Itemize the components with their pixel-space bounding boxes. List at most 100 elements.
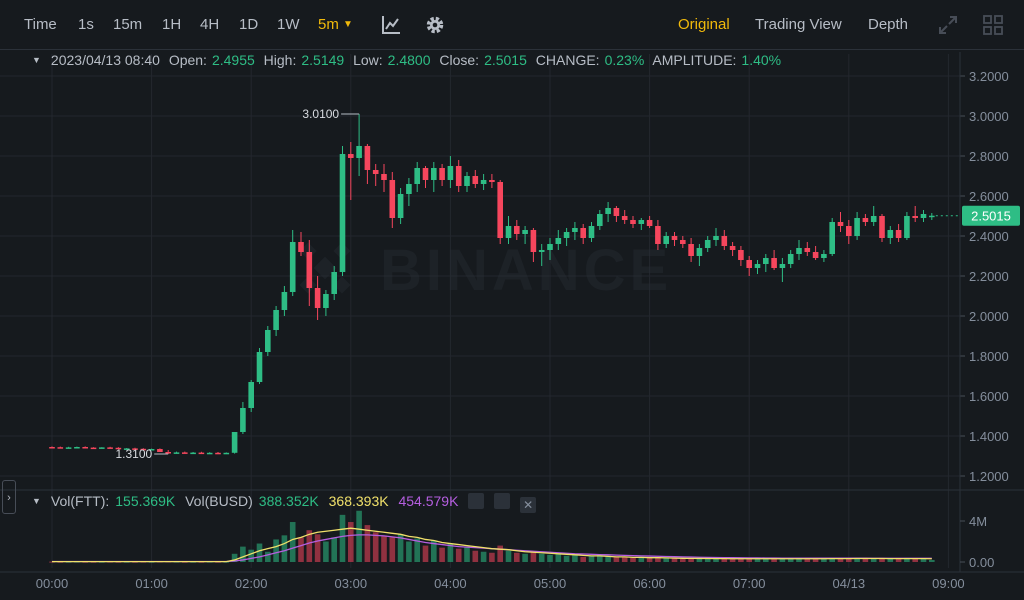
volume-bar [713, 558, 719, 562]
view-original-tab[interactable]: Original [678, 16, 730, 33]
volume-bar [837, 557, 844, 562]
candle-body [497, 182, 503, 238]
volume-bar [738, 558, 744, 562]
candle-body [381, 174, 387, 180]
volume-bar [364, 525, 371, 562]
candle [289, 230, 296, 296]
candle-body [323, 294, 329, 308]
candle-body [389, 180, 396, 218]
volume-bar [572, 554, 578, 562]
chart-grid [0, 54, 960, 568]
candle-body [746, 260, 752, 268]
volume-bar [646, 557, 653, 562]
candle [223, 452, 230, 455]
candle [414, 162, 420, 192]
interval-5m-dropdown[interactable]: 5m ▼ [318, 16, 353, 33]
volume-bar [314, 534, 321, 562]
candle-body [331, 272, 337, 294]
candle [231, 432, 238, 454]
time-tick-label: 07:00 [733, 576, 766, 591]
candle-body [904, 216, 910, 238]
candle-body [289, 242, 296, 292]
candle [74, 446, 80, 449]
interval-time[interactable]: Time [24, 16, 57, 33]
candle-body [356, 146, 362, 158]
volume-bar [547, 554, 553, 562]
candle [90, 447, 97, 450]
volume-bar [397, 534, 404, 562]
price-markers: 2.5015 3.0100 1.3100 [115, 107, 1020, 461]
candle [787, 250, 794, 268]
price-tick-label: 2.4000 [969, 229, 1009, 244]
settings-icon[interactable] [494, 493, 511, 509]
layout-icon[interactable] [982, 14, 1004, 36]
candle [464, 172, 470, 192]
volume-bar [812, 558, 819, 562]
candle-body [422, 168, 429, 180]
candle-body [123, 448, 130, 450]
collapse-caret-icon[interactable]: ▼ [32, 55, 41, 65]
candle [381, 164, 387, 192]
volume-bar [464, 546, 470, 562]
candle [821, 250, 827, 262]
sidebar-expand-button[interactable]: › [2, 480, 16, 514]
interval-1w[interactable]: 1W [277, 16, 300, 33]
chart-toolbar: Time 1s 15m 1H 4H 1D 1W 5m ▼ Original Tr… [0, 0, 1024, 50]
candle-body [530, 230, 537, 252]
candle-body [763, 258, 769, 264]
candle [522, 226, 528, 244]
time-tick-label: 04/13 [833, 576, 866, 591]
candle [348, 142, 354, 200]
collapse-caret-icon[interactable]: ▼ [32, 496, 41, 506]
volume-bar [904, 557, 910, 562]
volume-bar [455, 548, 462, 562]
candle-body [206, 452, 213, 455]
candle [879, 214, 885, 242]
volume-bar [638, 556, 645, 562]
candle [455, 160, 462, 192]
change-value: 0.23% [604, 52, 645, 68]
volume-bar [771, 558, 777, 562]
fullscreen-icon[interactable] [937, 14, 959, 36]
candle [613, 206, 620, 222]
close-icon[interactable]: ✕ [520, 497, 537, 513]
candle [547, 238, 553, 260]
candle [812, 246, 819, 260]
candle-body [605, 208, 611, 214]
interval-15m[interactable]: 15m [113, 16, 143, 33]
volume-bar [605, 555, 611, 562]
candle-body [597, 214, 603, 226]
settings-icon[interactable] [424, 14, 446, 36]
volume-bar [746, 557, 752, 562]
candle [721, 230, 728, 250]
view-tradingview-tab[interactable]: Trading View [755, 16, 842, 33]
candle-body [514, 226, 520, 234]
candle-body [372, 170, 379, 174]
candle [505, 216, 512, 244]
eye-icon[interactable] [468, 493, 485, 509]
candle-body [621, 216, 628, 220]
volume-bar [588, 555, 595, 562]
candle-body [480, 180, 487, 184]
volume-bar [597, 554, 603, 562]
candle [920, 210, 927, 222]
interval-1h[interactable]: 1H [162, 16, 182, 33]
candle-body [796, 248, 802, 254]
candle-body [821, 254, 827, 258]
vol-ma1-value: 368.393K [328, 493, 389, 509]
candle [597, 210, 603, 230]
candle-body [65, 447, 72, 449]
open-value: 2.4955 [211, 52, 255, 68]
interval-4h[interactable]: 4H [200, 16, 220, 33]
indicator-icon[interactable] [380, 14, 402, 36]
interval-1d[interactable]: 1D [239, 16, 259, 33]
low-value: 2.4800 [387, 52, 431, 68]
view-depth-tab[interactable]: Depth [868, 16, 909, 33]
candle [738, 246, 744, 266]
candle [912, 206, 918, 222]
volume-bar [514, 552, 520, 562]
candle-body [406, 184, 412, 194]
volume-bar [754, 558, 761, 562]
interval-1s[interactable]: 1s [78, 16, 94, 33]
